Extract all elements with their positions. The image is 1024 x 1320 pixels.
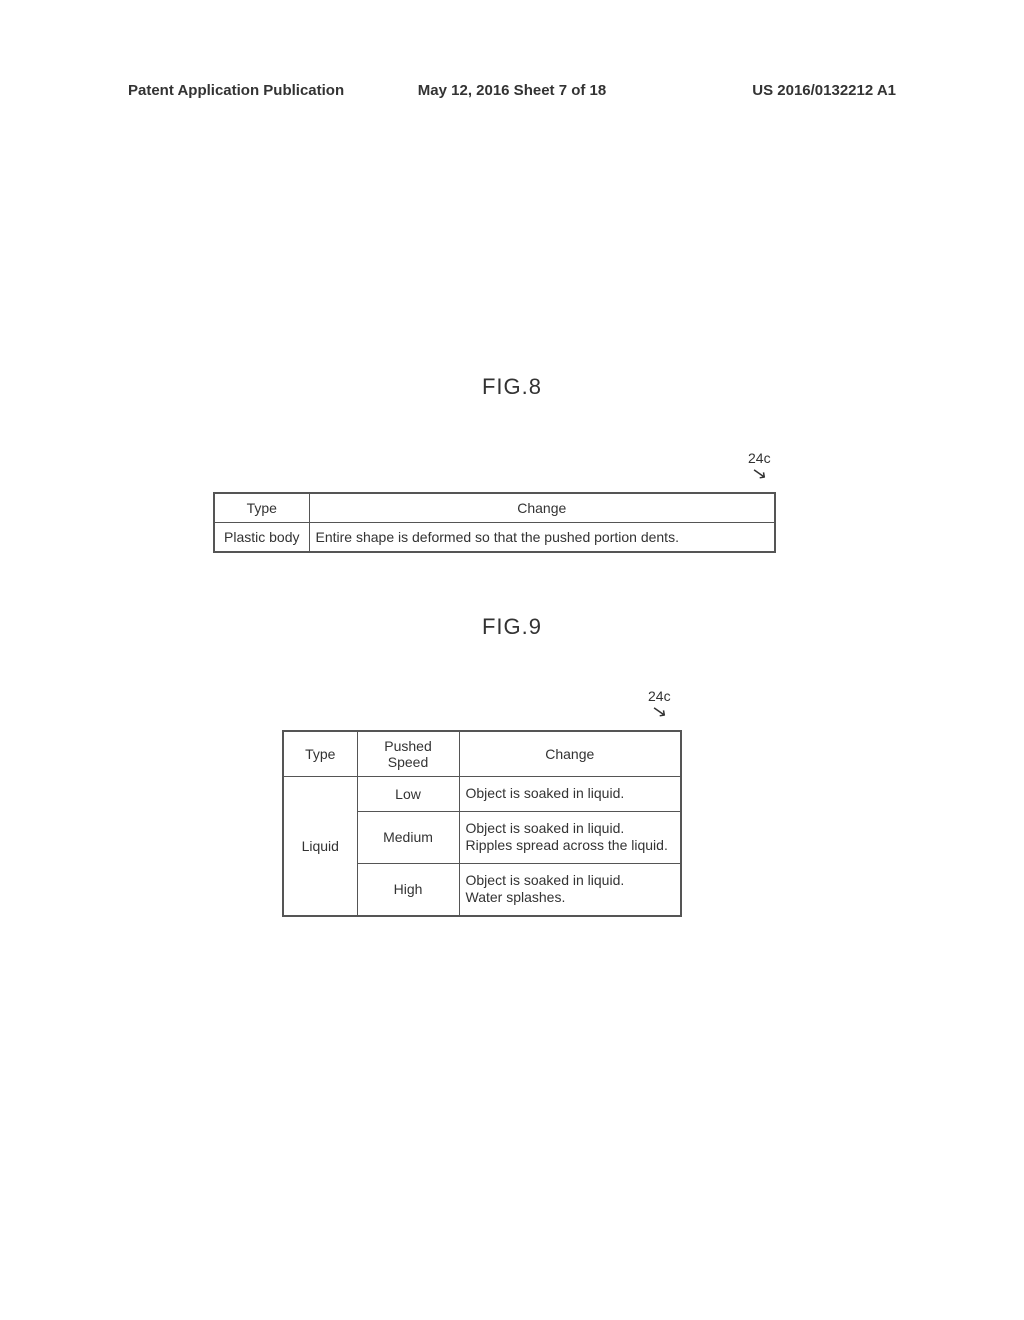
cell-change: Entire shape is deformed so that the pus… <box>309 523 775 553</box>
figure-8-table: Type Change Plastic body Entire shape is… <box>213 492 776 553</box>
header-date-sheet: May 12, 2016 Sheet 7 of 18 <box>384 82 640 99</box>
table-header-row: Type Change <box>214 493 775 523</box>
table-header-row: Type Pushed Speed Change <box>283 731 681 777</box>
col-header-type: Type <box>283 731 357 777</box>
table-row: Liquid Low Object is soaked in liquid. <box>283 777 681 812</box>
figure-8-reference: 24c ↙ <box>748 450 771 478</box>
cell-speed: Low <box>357 777 459 812</box>
cell-speed: Medium <box>357 811 459 863</box>
figure-9-reference: 24c ↙ <box>648 688 671 716</box>
cell-type: Plastic body <box>214 523 309 553</box>
cell-type: Liquid <box>283 777 357 916</box>
page-header: Patent Application Publication May 12, 2… <box>0 82 1024 99</box>
header-publication: Patent Application Publication <box>128 82 384 99</box>
figure-9-label: FIG.9 <box>0 614 1024 640</box>
cell-change: Object is soaked in liquid. <box>459 777 681 812</box>
col-header-speed: Pushed Speed <box>357 731 459 777</box>
col-header-change: Change <box>459 731 681 777</box>
col-header-type: Type <box>214 493 309 523</box>
header-docnum: US 2016/0132212 A1 <box>640 82 896 99</box>
cell-change: Object is soaked in liquid.Ripples sprea… <box>459 811 681 863</box>
figure-8-label: FIG.8 <box>0 374 1024 400</box>
cell-speed: High <box>357 863 459 916</box>
col-header-change: Change <box>309 493 775 523</box>
cell-change: Object is soaked in liquid.Water splashe… <box>459 863 681 916</box>
table-row: Plastic body Entire shape is deformed so… <box>214 523 775 553</box>
reference-arrow-icon: ↙ <box>747 466 771 480</box>
figure-9-table: Type Pushed Speed Change Liquid Low Obje… <box>282 730 682 917</box>
reference-arrow-icon: ↙ <box>647 704 671 718</box>
